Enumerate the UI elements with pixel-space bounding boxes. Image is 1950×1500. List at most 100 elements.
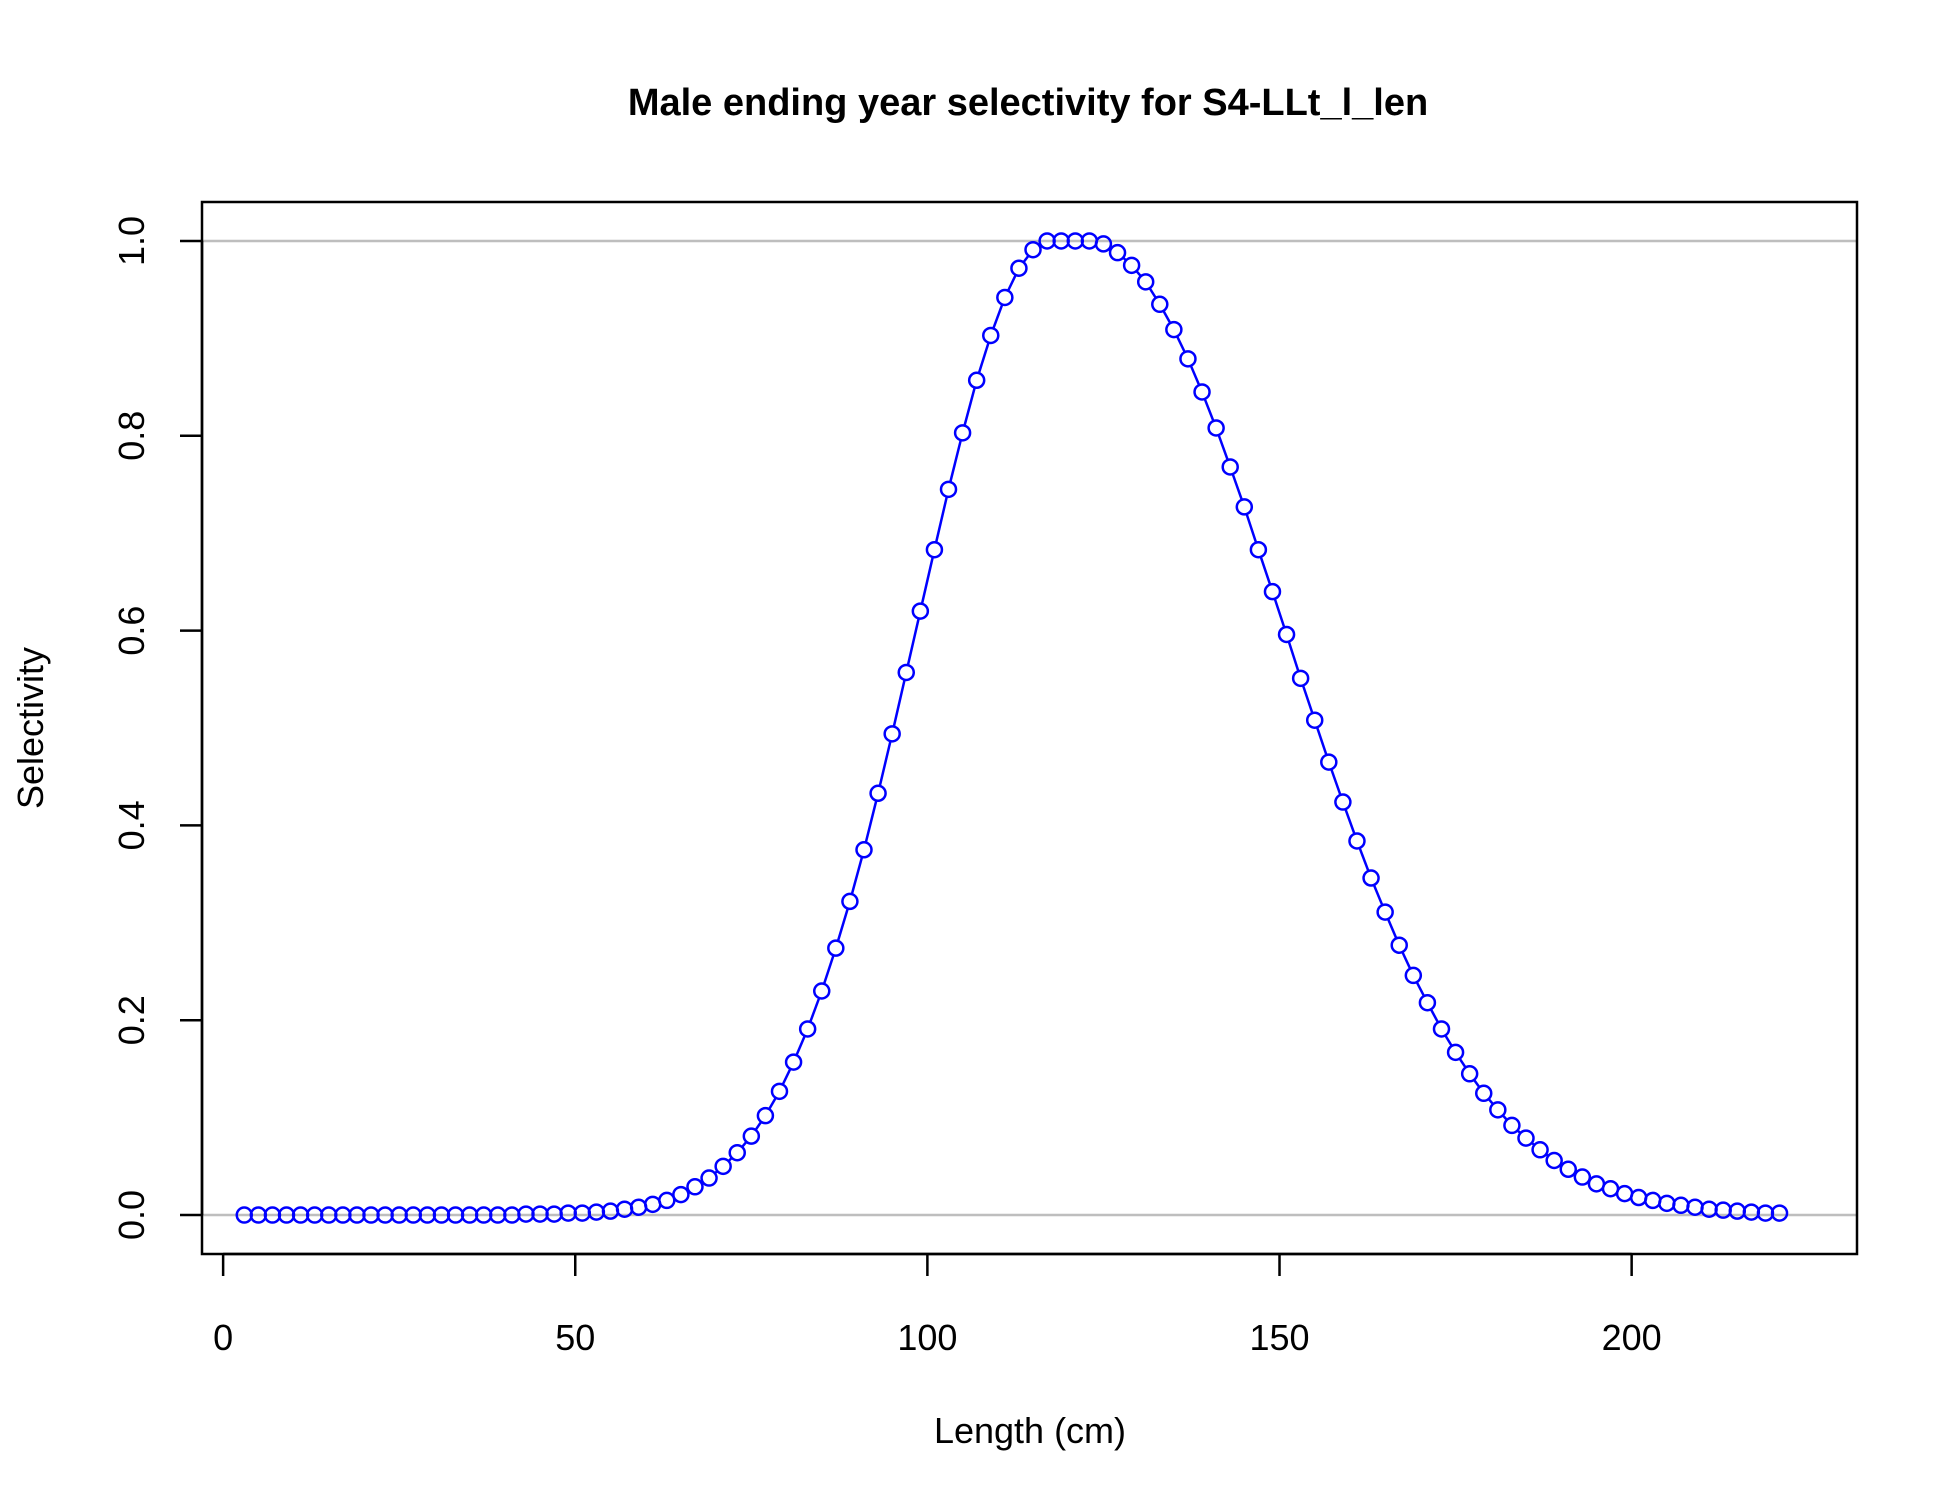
y-tick-label-0-4: 0.4 — [111, 800, 152, 850]
series-segment — [1487, 1098, 1494, 1105]
data-point — [1249, 540, 1268, 559]
series-segment — [949, 440, 962, 482]
data-point — [1517, 1129, 1535, 1147]
data-point — [1545, 1151, 1563, 1170]
data-point — [1094, 235, 1113, 253]
data-point — [1305, 711, 1324, 729]
x-tick-label-200: 200 — [1602, 1317, 1662, 1358]
data-point — [629, 1198, 648, 1216]
data-point — [897, 663, 916, 682]
data-point — [841, 892, 859, 911]
plot-frame — [200, 200, 1859, 1256]
series-segment — [823, 955, 835, 984]
data-point — [1291, 669, 1310, 688]
data-point — [855, 841, 873, 859]
series-segment — [741, 1141, 748, 1148]
data-point — [967, 371, 986, 390]
data-point — [770, 1082, 789, 1101]
x-tick-label-100: 100 — [897, 1317, 957, 1358]
data-point — [1010, 259, 1028, 277]
series-segment — [1217, 435, 1229, 460]
data-point — [672, 1185, 690, 1204]
data-point — [1432, 1020, 1451, 1038]
data-point — [700, 1169, 718, 1187]
data-point — [1179, 350, 1197, 368]
series-segment — [906, 618, 920, 665]
series-segment — [1135, 270, 1142, 277]
series-segment — [977, 342, 990, 373]
data-point — [1348, 832, 1366, 850]
data-point — [1193, 383, 1211, 401]
reference-lines — [202, 239, 1857, 1217]
series-segment — [1203, 398, 1215, 421]
series-segment — [920, 557, 934, 604]
data-point — [1390, 936, 1408, 954]
data-point — [1418, 993, 1437, 1012]
data-point — [869, 784, 887, 803]
series-points — [235, 232, 1789, 1224]
x-axis: 0 50 100 150 200 — [213, 1252, 1662, 1358]
series-segment — [809, 998, 821, 1022]
data-point — [686, 1178, 704, 1196]
data-point — [1629, 1188, 1648, 1207]
data-point — [1742, 1203, 1761, 1221]
data-point — [798, 1020, 817, 1038]
series-segment — [878, 741, 892, 786]
series-segment — [1245, 514, 1258, 543]
series-segment — [1458, 1058, 1467, 1068]
series-segment — [1430, 1009, 1439, 1023]
data-point — [784, 1053, 803, 1071]
x-tick-label-0: 0 — [213, 1317, 233, 1358]
series-segment — [1444, 1035, 1453, 1047]
data-point — [587, 1203, 606, 1221]
data-point — [658, 1191, 676, 1210]
data-point — [1474, 1084, 1493, 1103]
series-segment — [1502, 1114, 1508, 1121]
data-point — [996, 288, 1014, 307]
data-point — [1404, 966, 1423, 985]
series-segment — [992, 304, 1004, 329]
y-tick-label-0-2: 0.2 — [111, 995, 152, 1045]
data-point — [1531, 1141, 1549, 1159]
series-segment — [1473, 1079, 1481, 1088]
data-point — [1460, 1065, 1479, 1083]
data-point — [939, 480, 958, 499]
series-segment — [1259, 556, 1272, 585]
series-segment — [1007, 274, 1017, 291]
series-line-group — [687, 244, 1576, 1192]
data-point — [883, 725, 901, 743]
data-point — [1756, 1204, 1775, 1222]
data-point — [1151, 295, 1169, 314]
data-point — [982, 326, 1000, 345]
data-point — [756, 1106, 775, 1125]
data-point — [827, 939, 845, 957]
series-segment — [1162, 310, 1172, 324]
chart-title: Male ending year selectivity for S4-LLt_… — [628, 82, 1428, 124]
data-point — [1559, 1160, 1578, 1179]
data-point — [1362, 869, 1380, 887]
series-segment — [836, 908, 849, 941]
data-point — [728, 1143, 746, 1162]
series-segment — [1387, 918, 1398, 939]
data-point — [1277, 625, 1296, 644]
series-segment — [1273, 598, 1286, 628]
data-point — [953, 424, 972, 442]
series-segment — [1415, 981, 1425, 997]
data-point — [559, 1204, 577, 1222]
data-point — [1136, 273, 1155, 291]
series-segment — [1401, 951, 1412, 969]
series-segment — [963, 387, 976, 426]
series-segment — [1302, 685, 1314, 714]
series-segment — [864, 800, 878, 843]
data-point — [1658, 1194, 1676, 1213]
data-point — [1672, 1196, 1690, 1215]
data-point — [1263, 582, 1282, 601]
data-point — [1334, 793, 1352, 811]
data-point — [1165, 320, 1183, 339]
x-axis-label: Length (cm) — [934, 1410, 1126, 1451]
series-segment — [1176, 336, 1186, 353]
y-tick-label-1-0: 1.0 — [111, 216, 152, 266]
data-point — [911, 602, 930, 620]
y-tick-label-0-0: 0.0 — [111, 1190, 152, 1240]
